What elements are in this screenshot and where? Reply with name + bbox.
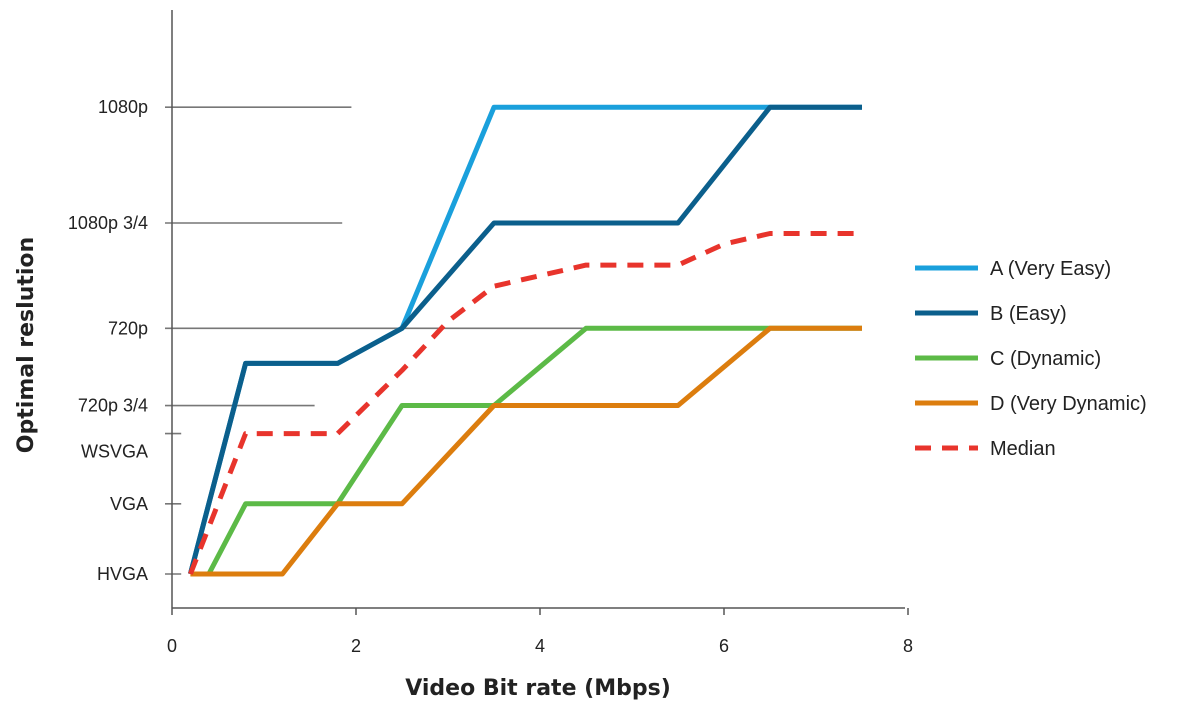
y-tick-label: HVGA xyxy=(97,564,148,584)
legend-label: A (Very Easy) xyxy=(990,258,1111,280)
x-tick-label: 6 xyxy=(719,636,729,656)
legend-label: Median xyxy=(990,438,1056,460)
series-layer xyxy=(187,104,862,577)
legend-label: C (Dynamic) xyxy=(990,348,1101,370)
legend-label: B (Easy) xyxy=(990,303,1067,325)
series-line-b-easy xyxy=(187,104,862,575)
x-tick-label: 8 xyxy=(903,636,913,656)
reference-lines xyxy=(165,106,614,575)
y-axis-title: Optimal reslution xyxy=(14,237,39,453)
y-tick-label: 1080p xyxy=(98,97,148,117)
axes xyxy=(171,10,905,609)
y-tick-label: 1080p 3/4 xyxy=(68,213,148,233)
x-tick-label: 0 xyxy=(167,636,177,656)
y-tick-labels: HVGA VGA WSVGA 720p 3/4 720p 1080p 3/4 1080p xyxy=(68,97,148,584)
y-tick-label: 720p xyxy=(108,318,148,338)
y-tick-label: VGA xyxy=(110,494,148,514)
x-ticks: 0 2 4 6 8 xyxy=(167,608,913,656)
legend-label: D (Very Dynamic) xyxy=(990,393,1147,415)
x-tick-label: 2 xyxy=(351,636,361,656)
x-tick-label: 4 xyxy=(535,636,545,656)
x-axis-title: Video Bit rate (Mbps) xyxy=(405,676,671,701)
series-line-median xyxy=(188,231,862,575)
legend: A (Very Easy) B (Easy) C (Dynamic) D (Very … xyxy=(915,258,1147,460)
series-line-c-dynamic xyxy=(206,325,862,576)
y-tick-label: WSVGA xyxy=(81,442,148,462)
y-tick-label: 720p 3/4 xyxy=(78,396,148,416)
series-line-d-very-dynamic xyxy=(190,325,862,577)
